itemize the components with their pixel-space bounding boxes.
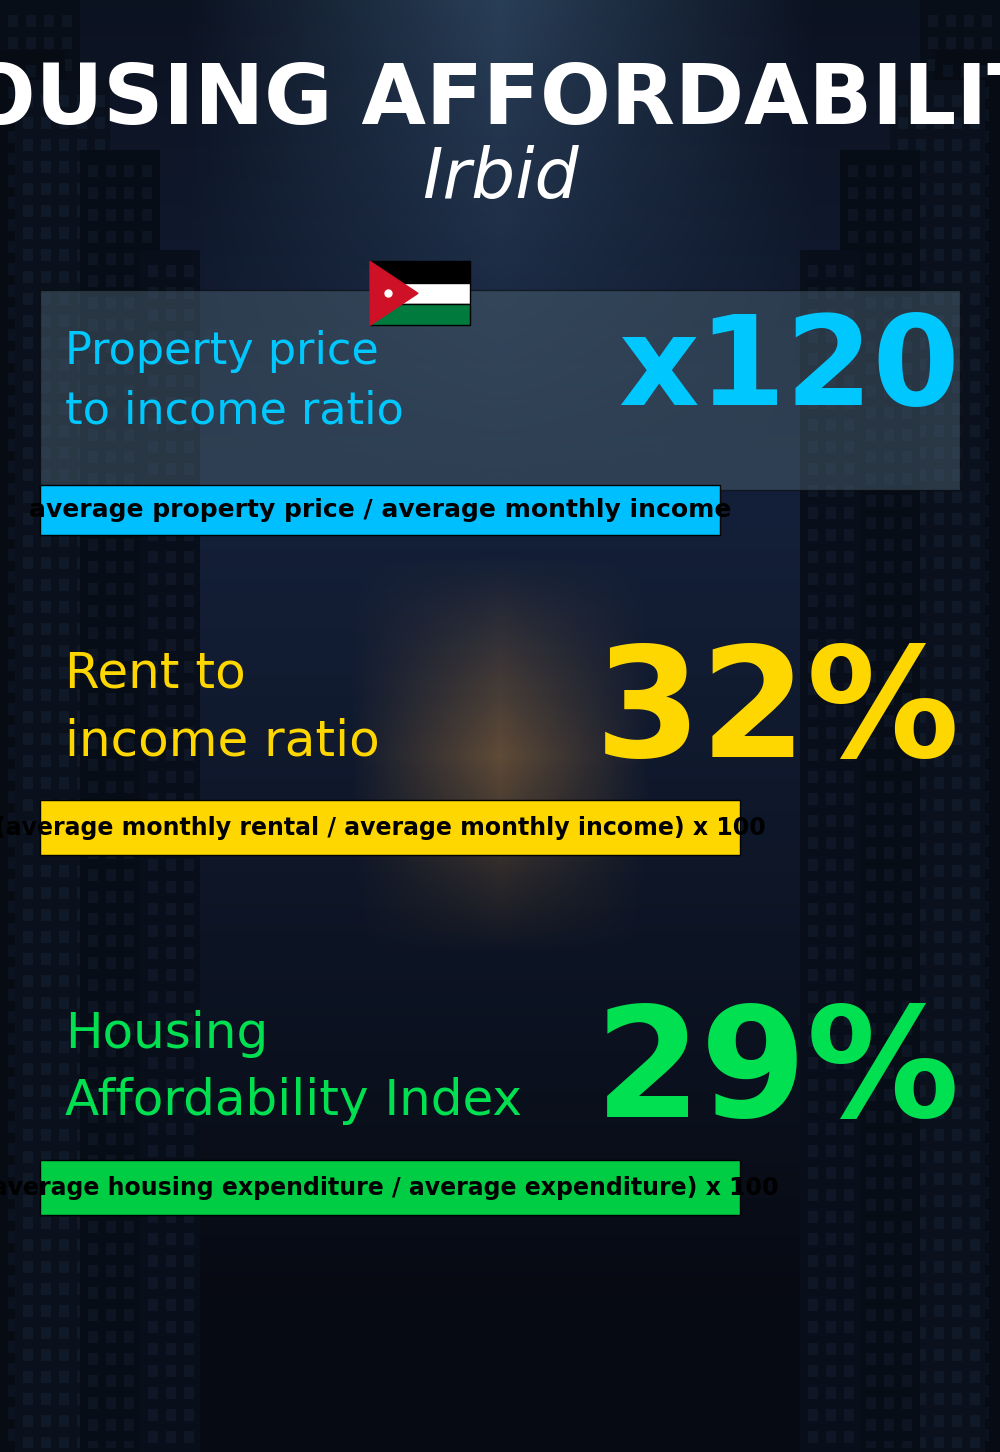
Text: 29%: 29% (594, 1000, 960, 1149)
FancyBboxPatch shape (40, 485, 720, 534)
FancyBboxPatch shape (370, 303, 470, 325)
Text: (average monthly rental / average monthly income) x 100: (average monthly rental / average monthl… (0, 816, 765, 839)
Polygon shape (370, 261, 418, 325)
FancyBboxPatch shape (370, 283, 470, 303)
Text: 32%: 32% (594, 640, 960, 788)
Text: x120: x120 (618, 309, 960, 431)
Text: (average housing expenditure / average expenditure) x 100: (average housing expenditure / average e… (0, 1176, 779, 1199)
FancyBboxPatch shape (40, 800, 740, 855)
FancyBboxPatch shape (40, 290, 960, 489)
FancyBboxPatch shape (40, 1160, 740, 1215)
Text: Irbid: Irbid (422, 145, 578, 212)
Text: Rent to
income ratio: Rent to income ratio (65, 650, 380, 765)
Text: Housing
Affordability Index: Housing Affordability Index (65, 1011, 522, 1125)
Text: HOUSING AFFORDABILITY: HOUSING AFFORDABILITY (0, 60, 1000, 141)
Text: average property price / average monthly income: average property price / average monthly… (29, 498, 731, 523)
FancyBboxPatch shape (370, 261, 470, 283)
Text: Property price
to income ratio: Property price to income ratio (65, 330, 404, 433)
